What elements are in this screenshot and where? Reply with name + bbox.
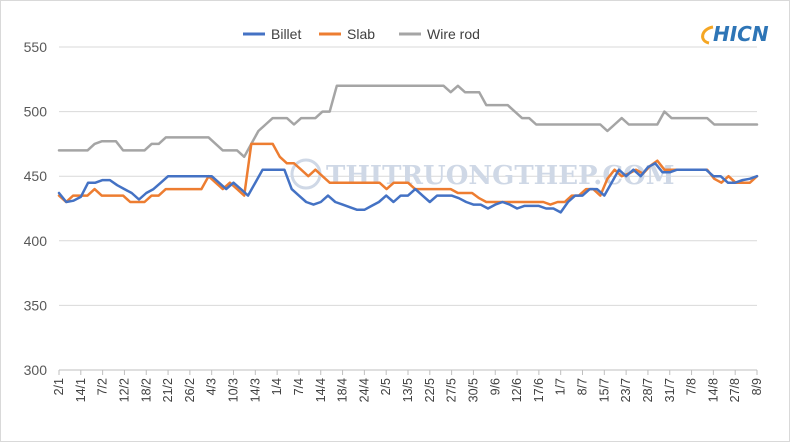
x-tick-label: 12/6 [510,378,524,402]
x-tick-label: 1/7 [554,378,568,395]
x-tick-label: 18/2 [139,378,153,402]
watermark: THITRUONGTHEP.COM [290,158,674,191]
x-tick-label: 15/7 [597,378,611,402]
y-tick-label: 300 [24,362,48,378]
x-tick-label: 26/2 [183,378,197,402]
x-tick-label: 14/3 [248,378,262,402]
x-tick-label: 27/8 [728,378,742,402]
x-tick-label: 14/1 [74,378,88,402]
x-tick-label: 31/7 [663,378,677,402]
series-line-slab [57,142,759,206]
x-tick-label: 7/8 [685,378,699,395]
x-tick-label: 17/6 [532,378,546,402]
legend-label: Slab [347,26,375,42]
x-tick-label: 9/6 [488,378,502,395]
x-tick-label: 27/5 [445,378,459,402]
x-tick-label: 8/7 [576,378,590,395]
y-tick-label: 350 [24,297,48,313]
y-axis: 300 350 400 450 500 550 [24,39,48,378]
x-tick-label: 10/3 [227,378,241,402]
x-tick-label: 2/1 [52,378,66,395]
x-tick-label: 13/5 [401,378,415,402]
x-tick-label: 14/8 [706,378,720,402]
gridlines [59,46,757,371]
y-tick-label: 450 [24,168,48,184]
x-tick-label: 24/4 [357,378,371,402]
x-tick-label: 18/4 [336,378,350,402]
x-tick-label: 4/3 [205,378,219,395]
x-tick-label: 12/2 [117,378,131,402]
series-lines [57,84,759,214]
x-tick-label: 22/5 [423,378,437,402]
x-tick-label: 30/5 [466,378,480,402]
x-tick-label: 28/7 [641,378,655,402]
x-tick-label: 7/4 [292,378,306,395]
series-line-billet [57,162,759,214]
legend-label: Billet [271,26,301,42]
logo-swoosh-icon [701,25,714,45]
x-tick-label: 7/2 [96,378,110,395]
y-tick-label: 500 [24,104,48,120]
x-tick-label: 8/9 [750,378,764,395]
x-tick-label: 2/5 [379,378,393,395]
x-axis: 2/1 14/1 7/2 12/2 18/2 21/2 26/2 4/3 10/3 14/3 1/4… [52,370,764,402]
legend-label: Wire rod [427,26,480,42]
y-tick-label: 550 [24,39,48,55]
legend: Billet Slab Wire rod [243,26,480,42]
x-tick-label: 1/4 [270,378,284,395]
x-tick-label: 14/4 [314,378,328,402]
x-tick-label: 23/7 [619,378,633,402]
y-tick-label: 400 [24,233,48,249]
hicn-logo: HICN [701,22,769,46]
logo-text: HICN [713,22,769,46]
x-tick-label: 21/2 [161,378,175,402]
series-line-wire-rod [57,84,759,159]
